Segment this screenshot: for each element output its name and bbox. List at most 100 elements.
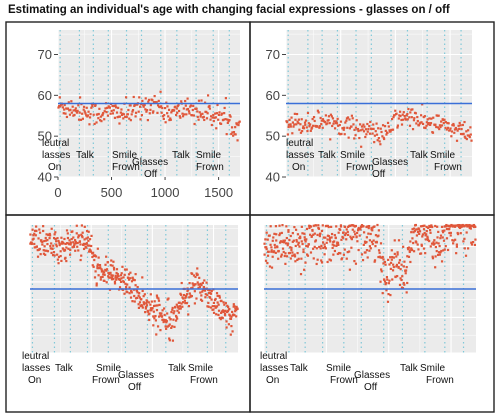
data-point [34, 246, 37, 249]
data-point [77, 118, 81, 121]
data-point [440, 120, 443, 123]
data-point [286, 133, 289, 136]
data-point [236, 139, 239, 142]
data-point [75, 111, 79, 114]
data-point [318, 126, 321, 129]
data-point [382, 262, 385, 265]
data-point [420, 244, 423, 247]
data-point [55, 243, 58, 246]
data-point [113, 280, 117, 283]
data-point [200, 299, 204, 302]
data-point [428, 229, 432, 232]
data-point [122, 117, 125, 120]
data-point [181, 301, 185, 304]
data-point [131, 276, 134, 279]
data-point [144, 97, 147, 100]
data-point [129, 277, 132, 280]
data-point [105, 269, 108, 272]
data-point [57, 255, 61, 259]
data-point [298, 245, 301, 248]
data-point [127, 278, 131, 281]
data-point [193, 302, 196, 305]
data-point [117, 115, 120, 118]
data-point [91, 255, 94, 259]
data-point [180, 281, 183, 285]
data-point [458, 121, 461, 125]
data-point [420, 114, 423, 117]
data-point [333, 249, 337, 253]
segment-annotation: leutral [42, 138, 69, 149]
data-point [309, 233, 312, 236]
data-point [345, 257, 348, 260]
data-point [469, 227, 472, 230]
data-point [140, 114, 144, 117]
cell-bottom-right-border [249, 214, 495, 413]
data-point [79, 243, 82, 246]
data-point [76, 245, 79, 248]
x-tick-label: 1000 [151, 185, 180, 200]
data-point [161, 106, 164, 110]
data-point [410, 247, 413, 250]
data-point [55, 245, 58, 248]
data-point [65, 246, 68, 249]
data-point [454, 238, 457, 241]
data-point [92, 113, 95, 116]
data-point [360, 145, 363, 148]
data-point [227, 323, 230, 326]
data-point [264, 238, 267, 241]
data-point [211, 305, 214, 308]
data-point [74, 242, 78, 245]
data-point [63, 108, 66, 111]
data-point [201, 290, 204, 293]
data-point [434, 255, 437, 258]
data-point [407, 255, 411, 258]
data-point [346, 233, 350, 236]
data-point [155, 294, 159, 297]
data-point [399, 114, 402, 118]
data-point [189, 104, 193, 107]
data-point [414, 112, 417, 115]
data-point [425, 121, 428, 124]
data-point [129, 271, 132, 274]
data-point [400, 118, 403, 122]
data-point [199, 282, 202, 285]
data-point [403, 260, 406, 263]
segment-annotation: Frown [112, 162, 140, 173]
data-point [60, 236, 63, 239]
data-point [230, 132, 233, 136]
data-point [167, 108, 171, 111]
data-point [162, 117, 165, 121]
data-point [109, 271, 112, 274]
data-point [359, 129, 362, 132]
data-point [429, 245, 432, 248]
data-point [136, 291, 139, 294]
data-point [133, 300, 136, 303]
data-point [447, 225, 450, 228]
data-point [430, 117, 433, 120]
data-point [463, 120, 466, 124]
data-point [351, 117, 354, 120]
data-point [463, 135, 466, 138]
data-point [394, 275, 397, 279]
data-point [49, 247, 52, 250]
data-point [342, 231, 345, 234]
data-point [30, 241, 33, 244]
data-point [185, 113, 188, 116]
data-point [53, 233, 56, 236]
data-point [405, 291, 408, 294]
data-point [313, 245, 316, 248]
data-point [97, 117, 100, 120]
data-point [369, 120, 372, 124]
data-point [96, 113, 99, 116]
data-point [281, 240, 284, 243]
data-point [50, 251, 53, 255]
data-point [191, 114, 194, 117]
data-point [442, 249, 445, 252]
data-point [371, 229, 374, 232]
data-point [102, 111, 105, 115]
data-point [367, 128, 370, 131]
data-point [334, 236, 337, 239]
data-point [188, 296, 191, 299]
data-point [65, 242, 69, 245]
